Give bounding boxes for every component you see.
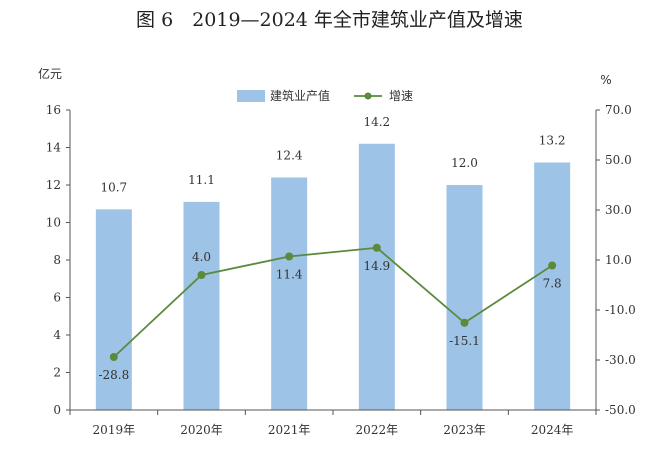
x-tick-label: 2019年: [93, 423, 136, 437]
right-tick-label: 50.0: [605, 153, 632, 167]
right-axis-unit: %: [600, 73, 611, 87]
bar: [534, 162, 571, 410]
bar-series: [95, 143, 571, 410]
growth-point: [372, 243, 381, 252]
left-tick-label: 16: [46, 103, 61, 117]
growth-value-label: -28.8: [98, 368, 129, 382]
growth-value-label: -15.1: [449, 334, 480, 348]
left-axis-unit: 亿元: [38, 66, 62, 81]
axes: 0 2 4 6 8 10 12 14 16 -50.0 -30.0 -10.0 10.0 30.0 50.0…: [46, 103, 636, 437]
legend-bar-swatch: [237, 90, 265, 102]
bar: [446, 185, 483, 410]
growth-value-label: 14.9: [363, 259, 390, 273]
bar: [358, 143, 395, 410]
x-tick-label: 2024年: [531, 423, 574, 437]
left-tick-label: 12: [46, 178, 61, 192]
growth-value-label: 7.8: [543, 277, 562, 291]
bar: [183, 201, 220, 410]
legend-bar-label: 建筑业产值: [270, 88, 330, 103]
legend-line-marker: [364, 92, 372, 100]
growth-point: [285, 252, 294, 261]
bar: [271, 177, 308, 410]
legend: 建筑业产值 增速: [237, 88, 413, 103]
right-tick-label: 10.0: [605, 253, 632, 267]
x-tick-label: 2020年: [180, 423, 223, 437]
right-tick-label: 70.0: [605, 103, 632, 117]
chart-title: 图 6 2019—2024 年全市建筑业产值及增速: [136, 9, 523, 31]
line-series: [109, 243, 557, 361]
left-tick-label: 8: [53, 253, 61, 267]
growth-point: [548, 261, 557, 270]
growth-point: [460, 318, 469, 327]
bar-value-label: 12.4: [276, 149, 303, 163]
bar-value-label: 12.0: [451, 156, 478, 170]
left-tick-label: 4: [53, 328, 61, 342]
growth-line: [113, 246, 553, 358]
growth-value-label: 4.0: [192, 250, 211, 264]
left-tick-label: 10: [46, 216, 61, 230]
growth-point: [197, 271, 206, 279]
bar-value-label: 11.1: [188, 173, 215, 187]
growth-value-label: 11.4: [276, 268, 303, 282]
bar: [95, 209, 132, 410]
left-tick-label: 2: [53, 366, 61, 380]
left-tick-label: 0: [53, 403, 61, 417]
left-tick-label: 14: [46, 141, 62, 155]
bar-value-label: 13.2: [539, 134, 566, 148]
left-tick-label: 6: [53, 291, 61, 305]
right-tick-label: -10.0: [605, 303, 636, 317]
x-tick-label: 2022年: [356, 423, 399, 437]
right-tick-label: 30.0: [605, 203, 632, 217]
right-tick-label: -30.0: [605, 353, 636, 367]
x-tick-label: 2023年: [443, 423, 486, 437]
right-tick-label: -50.0: [605, 403, 636, 417]
x-tick-label: 2021年: [268, 423, 311, 437]
legend-line-label: 增速: [389, 89, 413, 103]
data-labels: 10.7 11.1 12.4 14.2 12.0 13.2 -28.8 4.0 11.4 14.9…: [98, 115, 565, 382]
bar-value-label: 14.2: [363, 115, 390, 129]
growth-point: [109, 353, 118, 361]
bar-value-label: 10.7: [100, 180, 127, 194]
